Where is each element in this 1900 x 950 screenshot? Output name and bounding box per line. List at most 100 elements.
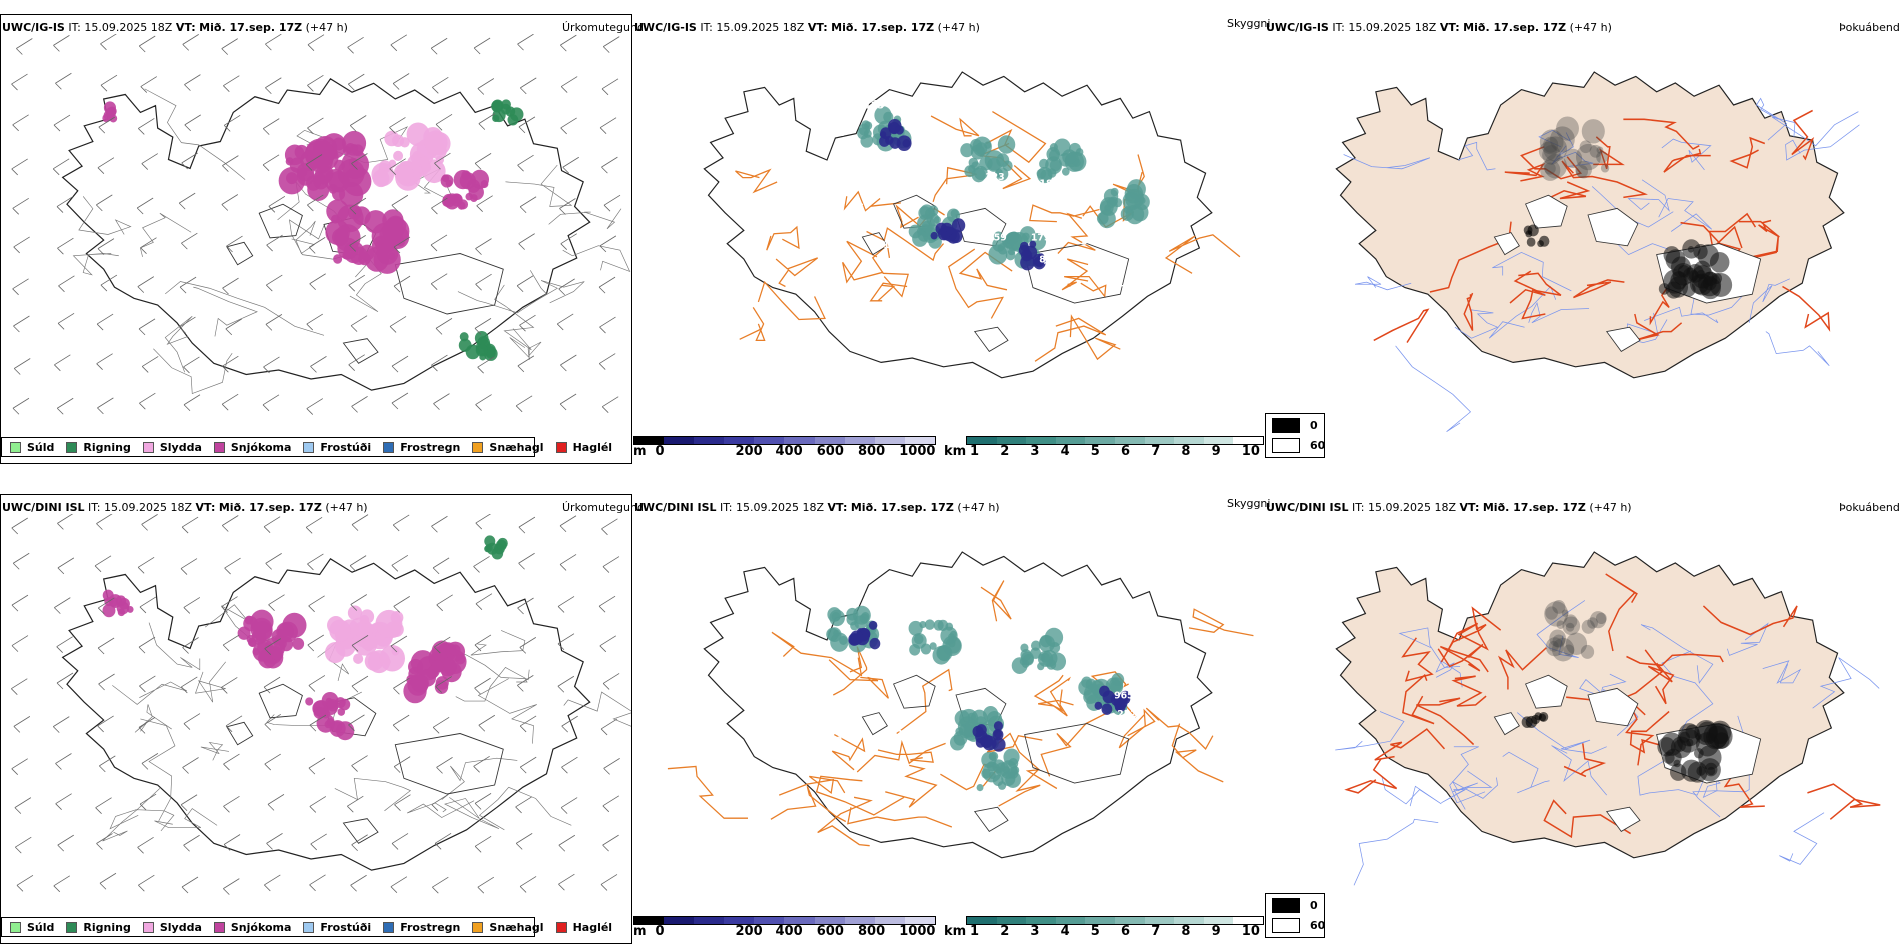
road-line (1188, 608, 1254, 637)
snow-area (438, 657, 457, 677)
panel-title-precip: Úrkomutegund (562, 21, 644, 34)
legend-swatch (66, 921, 78, 933)
glacier-outline (861, 232, 888, 256)
wind-barb (223, 753, 240, 771)
wind-barb (601, 156, 618, 174)
low-visibility-area (908, 224, 922, 239)
road-line (494, 284, 535, 351)
wind-barb (435, 676, 452, 693)
wind-barb (307, 117, 324, 135)
wind-barb (348, 274, 365, 292)
fog-area (1665, 249, 1686, 271)
road-line (102, 788, 161, 842)
road-line (112, 681, 187, 705)
road-line (1626, 653, 1724, 667)
wind-barb (181, 152, 198, 170)
wind-barb (434, 832, 452, 850)
cloud-base-label: 307 (873, 99, 893, 110)
road-line (1497, 647, 1547, 690)
fog-area (1691, 265, 1714, 289)
wind-barb (518, 233, 535, 250)
snow-area (312, 171, 325, 184)
cloud-base-label: 123 (864, 100, 884, 111)
it-label: IT: (68, 21, 81, 34)
glacier-outline (226, 721, 254, 746)
wind-barb (11, 517, 28, 535)
legend-swatch (10, 921, 21, 933)
wind-barb (221, 596, 238, 613)
road-line (1069, 314, 1121, 361)
wind-barb (599, 316, 616, 334)
low-visibility-area (1040, 652, 1050, 663)
wind-barb (433, 636, 451, 654)
road-line (831, 734, 866, 771)
glacier-outline (1525, 674, 1568, 709)
visibility-bin (1144, 437, 1175, 444)
low-visibility-area (1109, 677, 1124, 693)
wind-barb (517, 34, 534, 51)
wind-barb (602, 795, 620, 813)
wind-barb (430, 234, 448, 252)
fog-area (1595, 612, 1607, 625)
legend-item: Snæhagl (472, 921, 544, 934)
wind-barb (475, 238, 492, 255)
wind-barb (11, 158, 28, 176)
road-line (757, 280, 826, 321)
wind-barb (138, 118, 155, 135)
wind-barb (262, 118, 280, 135)
road-line (877, 749, 934, 763)
cloud-base-label: 733 (910, 603, 930, 614)
road-line (1374, 728, 1446, 761)
rain-area (475, 343, 488, 357)
road-line (1033, 674, 1071, 713)
wind-barb (139, 793, 157, 811)
low-visibility-area (920, 643, 932, 655)
cloud-base-unit: m (633, 924, 647, 939)
iceland-land (1335, 551, 1845, 859)
wind-barb (265, 314, 283, 331)
fog-index-legend: 0 60 (1265, 893, 1325, 938)
low-visibility-area (1099, 197, 1118, 216)
road-line (1454, 309, 1499, 339)
wind-barb (56, 636, 73, 653)
precip-type-legend: Súld Rigning Slydda Snjókoma Frostúði Frostre… (1, 917, 612, 937)
valid-time: Mið. 17.sep. 17Z (831, 21, 935, 34)
low-visibility-area (1036, 168, 1047, 179)
wind-barb (431, 354, 448, 372)
sleet-area (424, 130, 448, 155)
wind-barb (433, 393, 450, 410)
cloud-base-label: 9 (840, 128, 847, 139)
road-line (1057, 212, 1096, 254)
rain-area (458, 338, 472, 352)
cloud-base-label: 8 (913, 276, 920, 287)
snow-area (278, 621, 298, 643)
wind-barb (601, 78, 619, 96)
panel-title-visibility: Skyggni (1227, 497, 1271, 510)
cloud-base-label: 21 (900, 261, 913, 272)
cloud-base-label: 179 (1031, 232, 1051, 243)
wind-barb (390, 34, 408, 52)
lead-time: (+47 h) (937, 21, 980, 34)
cloud-base-label: 359 (987, 232, 1007, 243)
model-name: UWC/IG-IS (2, 21, 65, 34)
wind-barb (96, 194, 113, 212)
road-line (1785, 124, 1860, 161)
vt-label: VT: (1439, 21, 1460, 34)
glacier-outline (258, 683, 303, 719)
wind-barb (350, 874, 367, 892)
snow-area (250, 609, 274, 634)
panel-header: UWC/DINI ISL IT: 15.09.2025 18Z VT: Mið.… (634, 501, 1000, 514)
road-line (828, 659, 889, 699)
road-line (1727, 622, 1769, 656)
rain-area (501, 99, 511, 110)
road-line (448, 648, 528, 683)
road-line (1640, 624, 1714, 684)
sleet-area (375, 609, 403, 638)
wind-barb (393, 756, 411, 773)
model-name: UWC/DINI ISL (2, 501, 85, 514)
wind-barb (434, 152, 451, 170)
fog-legend-swatch (1272, 438, 1300, 453)
cloud-base-label: 10 (829, 735, 842, 746)
wind-barb (600, 874, 618, 891)
vt-label: VT: (807, 21, 828, 34)
